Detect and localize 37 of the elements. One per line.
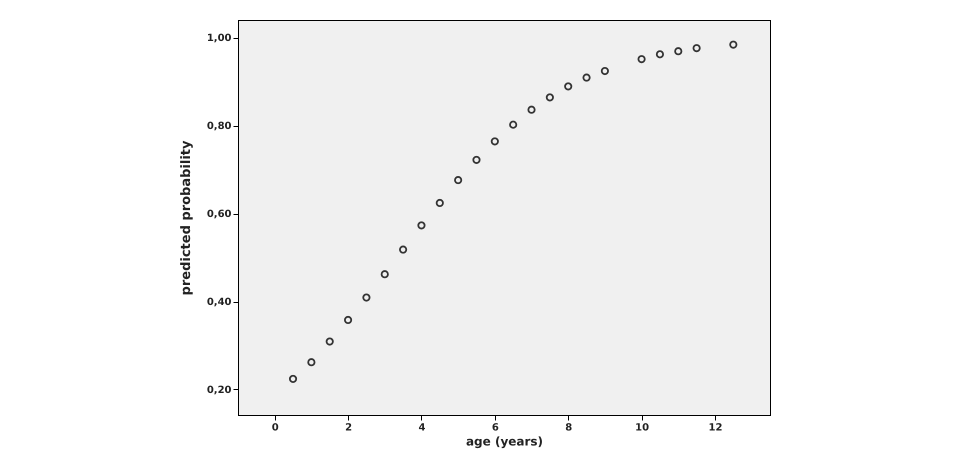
y-tick-label: 0,40 xyxy=(206,297,232,308)
x-tick-label: 2 xyxy=(345,422,352,434)
point xyxy=(656,50,664,58)
y-tick-label: 1,00 xyxy=(206,33,232,44)
point xyxy=(380,270,389,278)
y-tick-label: 0,60 xyxy=(206,209,232,220)
point xyxy=(326,337,334,346)
point xyxy=(600,66,609,76)
point xyxy=(692,44,701,52)
point xyxy=(582,74,591,82)
x-tick-label: 0 xyxy=(272,422,279,434)
point xyxy=(436,198,444,208)
point xyxy=(472,156,481,164)
point xyxy=(344,316,352,324)
x-axis-title: age (years) xyxy=(466,434,544,448)
point xyxy=(527,106,536,114)
point xyxy=(454,176,462,184)
point xyxy=(509,120,518,129)
y-tick-label: 0,80 xyxy=(206,121,232,132)
point xyxy=(288,374,298,383)
point xyxy=(417,221,426,230)
x-tick-label: 8 xyxy=(565,422,572,434)
x-tick-label: 6 xyxy=(492,422,499,434)
point xyxy=(546,93,554,102)
point xyxy=(729,40,738,49)
x-tick-label: 12 xyxy=(708,422,722,434)
y-tick-label: 0,20 xyxy=(206,384,232,396)
x-tick-label: 10 xyxy=(635,422,650,434)
point xyxy=(399,246,408,254)
y-axis-title: predicted probability xyxy=(178,140,194,296)
point xyxy=(490,137,499,146)
x-tick-label: 4 xyxy=(418,422,426,434)
point xyxy=(674,47,682,56)
point xyxy=(362,294,370,302)
point xyxy=(307,358,316,366)
point xyxy=(638,55,646,64)
point xyxy=(564,82,572,90)
